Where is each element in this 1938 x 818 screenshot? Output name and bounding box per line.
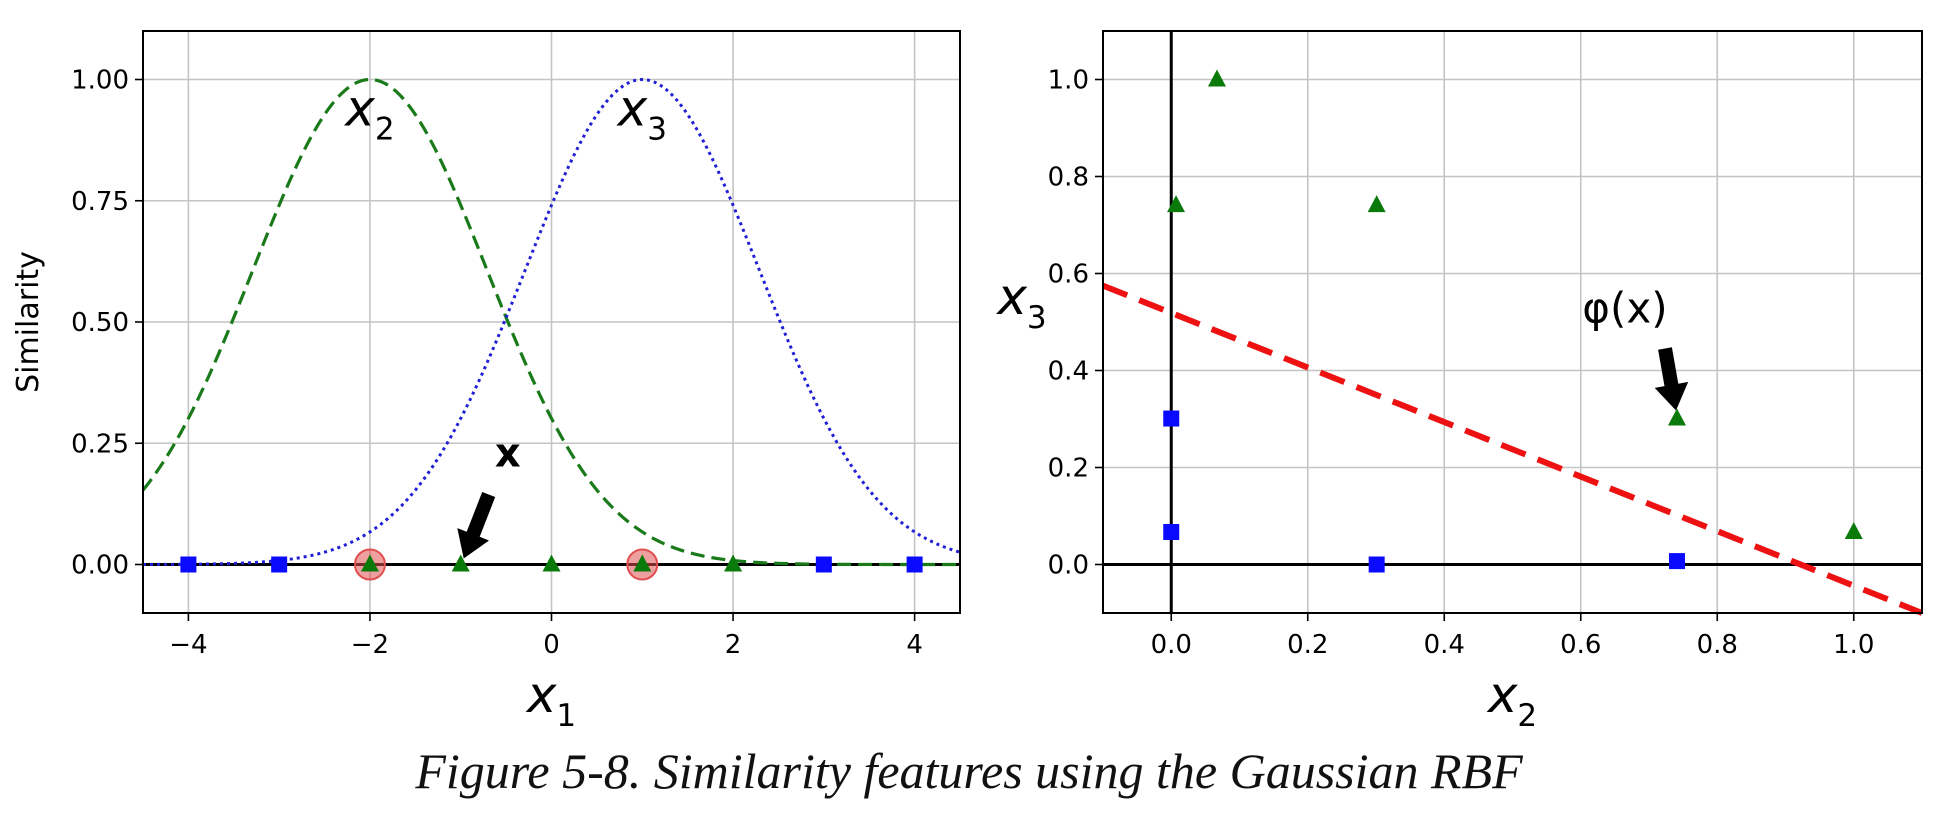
left-triangle-point (451, 554, 470, 572)
left-x-tick-label: 0 (543, 630, 560, 660)
left-x-tick-label: −2 (351, 630, 389, 660)
left-chart: −4 −2 0 2 4 0.00 0.25 0.50 0.75 1.00 x2 x3 x x1 Simila… (11, 30, 961, 734)
right-triangle-point (1844, 522, 1863, 540)
right-x-tick-label: 0.2 (1287, 630, 1328, 660)
curve-x3 (143, 78, 961, 566)
right-triangle-point (1667, 408, 1686, 426)
left-square-point (906, 556, 923, 573)
right-x-tick-label: 0.0 (1151, 630, 1192, 660)
right-x-tick-label: 0.4 (1424, 630, 1465, 660)
right-x-tick-label: 0.8 (1697, 630, 1738, 660)
right-annotation-arrow (1654, 347, 1689, 411)
right-square-point (1163, 524, 1180, 541)
left-axes-frame (142, 30, 961, 614)
right-square-point (1668, 553, 1685, 570)
left-y-tick-label: 0.50 (71, 308, 129, 338)
right-triangle-point (1207, 69, 1226, 87)
right-y-tick-label: 0.4 (1048, 357, 1089, 387)
right-plot-area (1103, 31, 1922, 613)
left-y-tick-label: 1.00 (71, 66, 129, 96)
left-triangle-point (633, 554, 652, 572)
right-square-point (1368, 556, 1385, 573)
left-triangle-point (724, 554, 743, 572)
right-axes-frame (1102, 30, 1923, 614)
left-y-tick-label: 0.00 (71, 551, 129, 581)
left-y-tick-label: 0.25 (71, 429, 129, 459)
left-annotation-text: x (495, 431, 521, 477)
right-y-tick-label: 0.8 (1048, 163, 1089, 193)
left-x-tick-label: −4 (169, 630, 207, 660)
right-chart: 0.0 0.2 0.4 0.6 0.8 1.0 0.0 0.2 0.4 0.6 0.8 1.0 φ(x)… (995, 30, 1924, 734)
left-triangle-point (360, 554, 379, 572)
left-annotation-arrow (457, 492, 496, 559)
left-square-point (271, 556, 288, 573)
right-y-tick-label: 1.0 (1048, 66, 1089, 96)
left-y-tick-label: 0.75 (71, 187, 129, 217)
left-x-tick-label: 4 (906, 630, 923, 660)
peak-label-x3: x3 (616, 80, 667, 148)
left-x-tick-label: 2 (725, 630, 742, 660)
right-square-point (1163, 410, 1180, 427)
left-x-axis-label: x1 (525, 666, 576, 734)
decision-boundary (1101, 282, 1924, 616)
right-y-tick-label: 0.6 (1048, 260, 1089, 290)
right-triangle-point (1367, 195, 1386, 213)
right-y-tick-label: 0.0 (1048, 551, 1089, 581)
left-square-point (180, 556, 197, 573)
right-x-tick-label: 1.0 (1833, 630, 1874, 660)
right-x-axis-label: x2 (1486, 666, 1537, 734)
right-x-tick-label: 0.6 (1560, 630, 1601, 660)
left-square-point (815, 556, 832, 573)
right-y-axis-label: x3 (995, 268, 1046, 336)
right-y-tick-label: 0.2 (1048, 454, 1089, 484)
right-triangle-point (1167, 195, 1186, 213)
left-triangle-point (542, 554, 561, 572)
peak-label-x2: x2 (343, 80, 394, 148)
left-y-axis-label: Similarity (11, 251, 46, 393)
figure-caption: Figure 5-8. Similarity features using th… (415, 743, 1523, 799)
right-annotation-text: φ(x) (1582, 284, 1667, 333)
